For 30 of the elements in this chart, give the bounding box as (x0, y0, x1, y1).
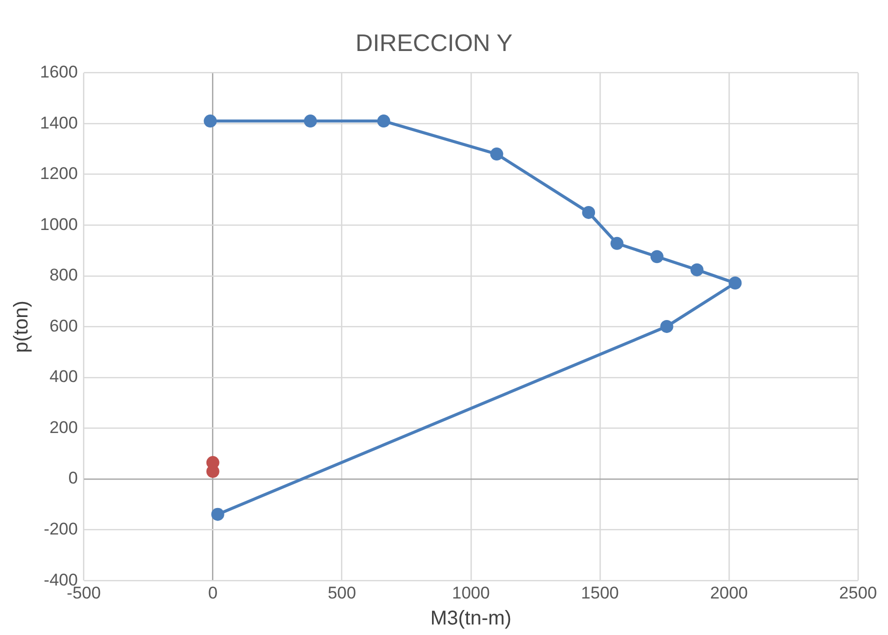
point (304, 114, 317, 128)
point (377, 114, 390, 128)
x-tick-label: 2000 (710, 583, 748, 602)
x-tick-label: 1500 (581, 583, 619, 602)
x-tick-label: 0 (208, 583, 218, 602)
x-tick-label: 1000 (452, 583, 490, 602)
point (728, 276, 742, 290)
y-tick-label: 800 (49, 266, 78, 285)
y-tick-label: 1400 (40, 113, 78, 132)
x-tick-label: 2500 (839, 583, 877, 602)
point (650, 250, 664, 264)
y-tick-label: 1000 (40, 214, 78, 234)
point (204, 114, 217, 128)
point (660, 320, 674, 333)
point (211, 508, 224, 521)
point (610, 236, 624, 250)
y-tick-label: -200 (44, 520, 78, 539)
y-tick-label: 0 (68, 468, 78, 488)
y-axis-title: p(ton) (10, 300, 33, 353)
chart-title: DIRECCION Y (356, 30, 512, 58)
y-tick-label: 200 (49, 418, 78, 437)
point (582, 206, 596, 219)
y-tick-label: 400 (49, 367, 78, 386)
y-tick-label: 600 (49, 316, 78, 336)
point (490, 148, 504, 161)
x-tick-label: 500 (328, 583, 356, 602)
y-tick-label: 1600 (40, 62, 78, 82)
point (690, 263, 704, 276)
x-axis-title: M3(tn-m) (430, 608, 512, 630)
y-tick-label: 1200 (40, 164, 78, 184)
